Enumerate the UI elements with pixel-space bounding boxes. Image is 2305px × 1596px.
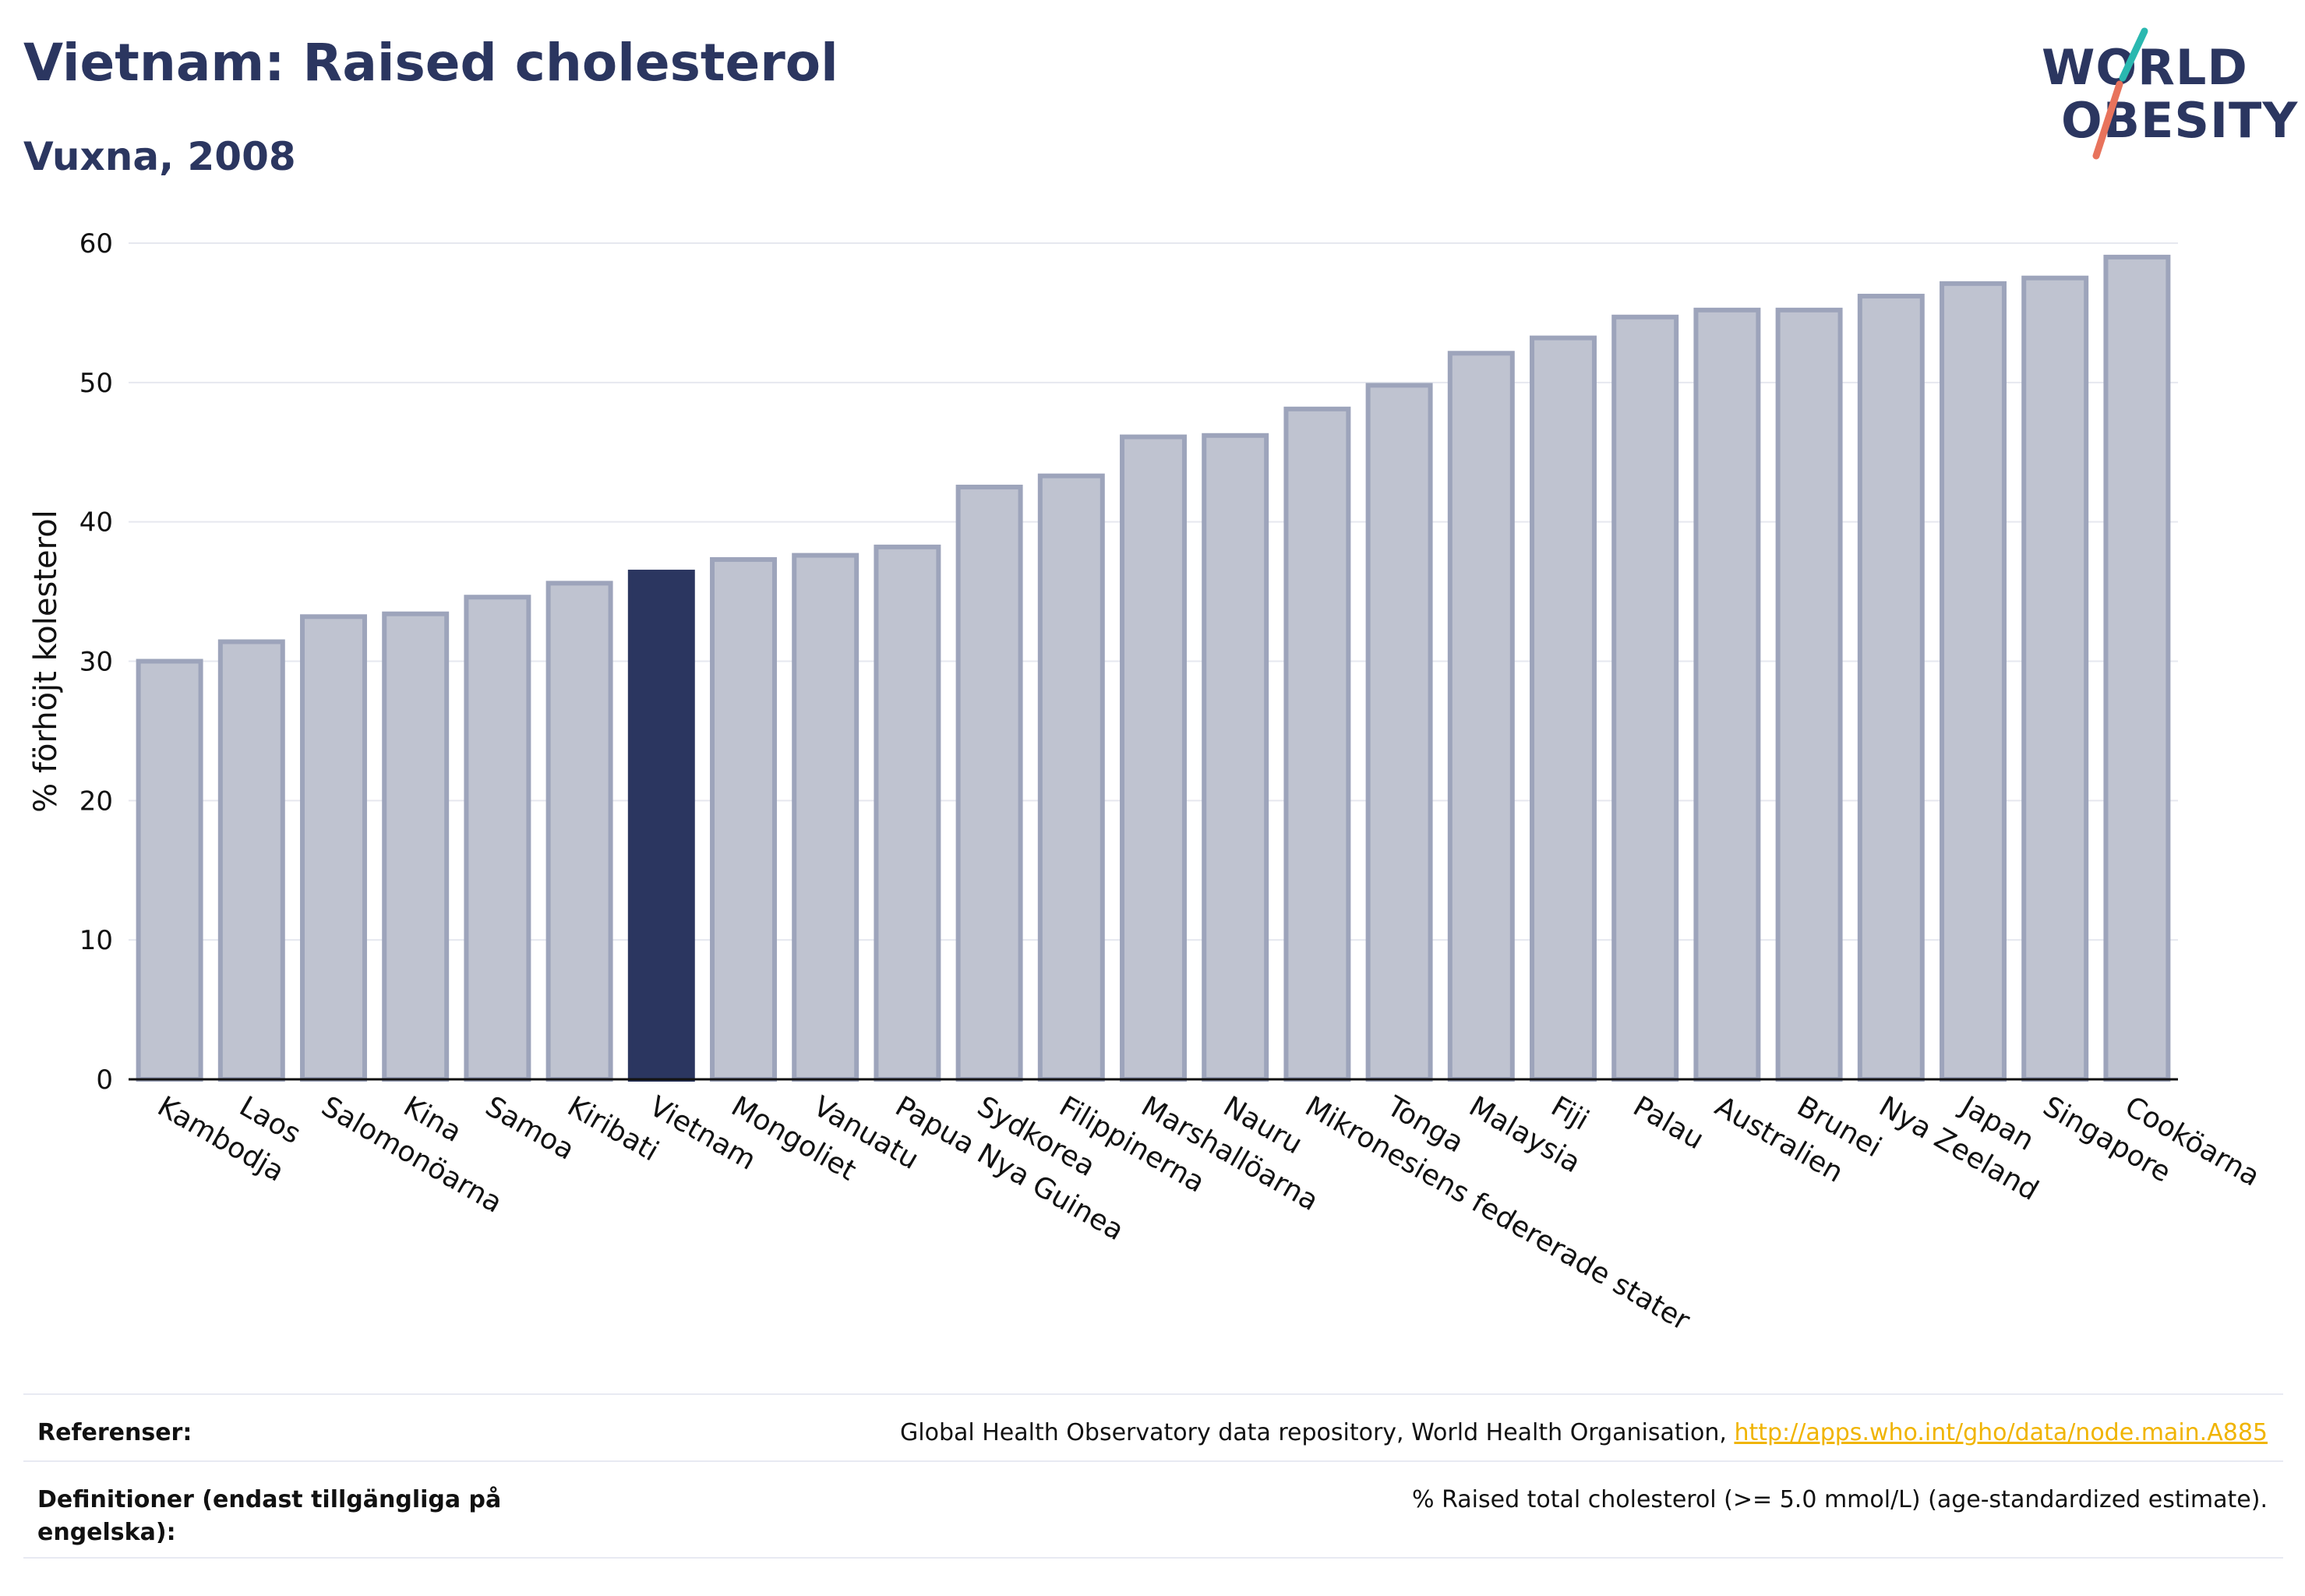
bar-nauru[interactable] xyxy=(1202,433,1269,1082)
y-tick-label: 50 xyxy=(79,368,113,399)
references-row: Referenser: Global Health Observatory da… xyxy=(23,1393,2283,1460)
x-tick-label: Samoa xyxy=(480,1090,580,1167)
bar-palau[interactable] xyxy=(1611,314,1679,1082)
bar-kambodja[interactable] xyxy=(136,659,203,1082)
bar-salomonöarna[interactable] xyxy=(300,614,367,1082)
bar-sydkorea[interactable] xyxy=(955,484,1023,1082)
bar-laos[interactable] xyxy=(217,639,285,1082)
bar-tonga[interactable] xyxy=(1365,383,1433,1082)
bar-kina[interactable] xyxy=(382,611,450,1082)
y-tick-label: 60 xyxy=(79,228,113,260)
bar-japan[interactable] xyxy=(1940,281,2007,1082)
definitions-row: Definitioner (endast tillgängliga på eng… xyxy=(23,1460,2283,1559)
bar-singapore[interactable] xyxy=(2021,275,2089,1082)
logo-slash-icon xyxy=(2092,27,2148,160)
y-tick-label: 20 xyxy=(79,786,113,817)
references-label: Referenser: xyxy=(37,1419,192,1446)
bar-malaysia[interactable] xyxy=(1447,351,1515,1082)
bar-kiribati[interactable] xyxy=(545,581,613,1082)
world-obesity-logo: WORLD OBESITY xyxy=(2026,23,2297,164)
logo-line-1: WORLD xyxy=(2042,39,2248,96)
bar-papua-nya-guinea[interactable] xyxy=(874,544,941,1082)
bar-brunei[interactable] xyxy=(1775,307,1843,1082)
y-tick-label: 30 xyxy=(79,647,113,678)
chart-subtitle: Vuxna, 2008 xyxy=(23,134,296,179)
references-value: Global Health Observatory data repositor… xyxy=(900,1395,2283,1449)
x-tick-label: Palau xyxy=(1628,1090,1710,1156)
x-tick-label: Fiji xyxy=(1546,1090,1594,1137)
y-tick-label: 10 xyxy=(79,925,113,956)
bar-nya-zeeland[interactable] xyxy=(1857,293,1925,1082)
bar-marshallöarna[interactable] xyxy=(1120,434,1187,1082)
bar-vanuatu[interactable] xyxy=(792,553,860,1082)
x-tick-label: Kiribati xyxy=(562,1090,664,1167)
y-tick-label: 0 xyxy=(96,1065,113,1096)
y-tick-label: 40 xyxy=(79,507,113,538)
footer-table: Referenser: Global Health Observatory da… xyxy=(23,1393,2283,1559)
chart-title: Vietnam: Raised cholesterol xyxy=(23,33,838,93)
references-text: Global Health Observatory data repositor… xyxy=(900,1419,1735,1446)
bar-filippinerna[interactable] xyxy=(1037,473,1105,1082)
bar-mikronesiens-federerade-stater[interactable] xyxy=(1283,406,1351,1082)
bar-samoa[interactable] xyxy=(464,595,531,1082)
bar-cooköarna[interactable] xyxy=(2103,254,2171,1082)
definitions-value: % Raised total cholesterol (>= 5.0 mmol/… xyxy=(1412,1486,2268,1513)
bar-australien[interactable] xyxy=(1693,307,1761,1082)
references-link[interactable]: http://apps.who.int/gho/data/node.main.A… xyxy=(1734,1419,2268,1446)
bar-fiji[interactable] xyxy=(1530,335,1597,1082)
y-axis-label: % förhöjt kolesterol xyxy=(28,510,64,813)
bar-vietnam[interactable] xyxy=(627,570,695,1082)
definitions-label: Definitioner (endast tillgängliga på eng… xyxy=(37,1486,502,1546)
bar-mongoliet[interactable] xyxy=(710,556,777,1082)
